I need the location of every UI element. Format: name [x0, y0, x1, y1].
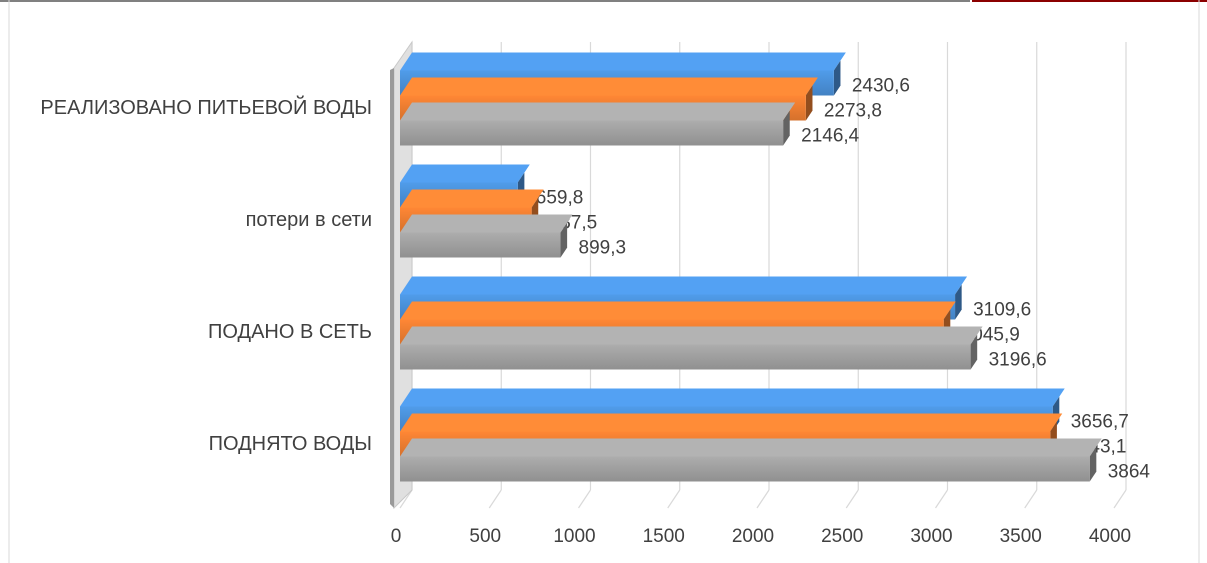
data-label: 2273,8: [824, 101, 882, 122]
bar-side-face: [833, 60, 841, 96]
bar: 899,3: [400, 214, 627, 259]
x-tick-label: 0: [391, 526, 402, 547]
bar-front-face: [400, 456, 1090, 482]
bar: 3196,6: [400, 326, 1047, 371]
axis-wall-edge: [390, 68, 394, 508]
bar-top-face: [400, 326, 983, 345]
bar-front-face: [400, 232, 561, 258]
gridline-floor: [488, 489, 502, 509]
gridline-floor: [1024, 489, 1038, 509]
x-axis-ticks: 0 500 1000 1500 2000 2500 3000 3500 4000: [391, 526, 1131, 547]
bar-side-face: [783, 110, 790, 146]
bar-top-face: [400, 388, 1065, 407]
x-tick-label: 3500: [1000, 526, 1042, 547]
category-label: ПОДНЯТО ВОДЫ: [209, 433, 372, 455]
bar: 2146,4: [400, 102, 860, 147]
x-tick-label: 1500: [643, 526, 685, 547]
x-tick-label: 2500: [821, 526, 863, 547]
gridline-floor: [399, 489, 413, 509]
bar-top-face: [400, 214, 573, 233]
bar-top-face: [400, 438, 1102, 457]
axis-wall: [390, 40, 413, 510]
x-tick-label: 500: [469, 526, 501, 547]
category-labels: ПОДНЯТО ВОДЫ ПОДАНО В СЕТЬ потери в сети Р…: [40, 95, 372, 455]
data-label: 659,8: [536, 188, 584, 209]
bar-top-face: [400, 301, 956, 320]
bar-top-face: [400, 276, 968, 295]
data-label: 3656,7: [1071, 412, 1129, 433]
bar-top-face: [400, 77, 818, 96]
bar-side-face: [560, 222, 568, 258]
bar-side-face: [970, 334, 978, 370]
gridline-floor: [756, 489, 770, 509]
bar-top-face: [400, 189, 544, 208]
bar-front-face: [400, 344, 971, 370]
bar-side-face: [955, 284, 962, 320]
bar-top-face: [400, 102, 796, 121]
gridline-floor: [1113, 489, 1127, 509]
x-tick-label: 3000: [910, 526, 952, 547]
data-label: 899,3: [579, 238, 627, 259]
bar-top-face: [400, 164, 530, 183]
gridline-floor: [845, 489, 859, 509]
bar-top-face: [400, 52, 846, 71]
bar-side-face: [805, 85, 813, 121]
x-tick-label: 2000: [732, 526, 774, 547]
bars: 3656,73643,138643109,63045,93196,6659,87…: [400, 52, 1151, 483]
bar: 3864: [400, 438, 1151, 483]
x-tick-label: 4000: [1089, 526, 1131, 547]
category-label: РЕАЛИЗОВАНО ПИТЬЕВОЙ ВОДЫ: [40, 95, 372, 119]
gridline-floor: [935, 489, 948, 509]
data-label: 3196,6: [989, 350, 1047, 371]
category-label: ПОДАНО В СЕТЬ: [208, 321, 372, 343]
data-label: 3864: [1108, 462, 1151, 483]
bar-top-face: [400, 413, 1063, 432]
data-label: 2430,6: [852, 76, 910, 97]
bar-side-face: [1089, 446, 1097, 482]
gridline-floor: [667, 489, 681, 509]
gridline-floor: [578, 489, 591, 509]
top-right-accent: [972, 0, 1207, 2]
bar-front-face: [400, 120, 784, 146]
category-label: потери в сети: [246, 209, 372, 231]
data-label: 2146,4: [801, 126, 860, 147]
x-tick-label: 1000: [553, 526, 595, 547]
data-label: 3109,6: [973, 300, 1031, 321]
